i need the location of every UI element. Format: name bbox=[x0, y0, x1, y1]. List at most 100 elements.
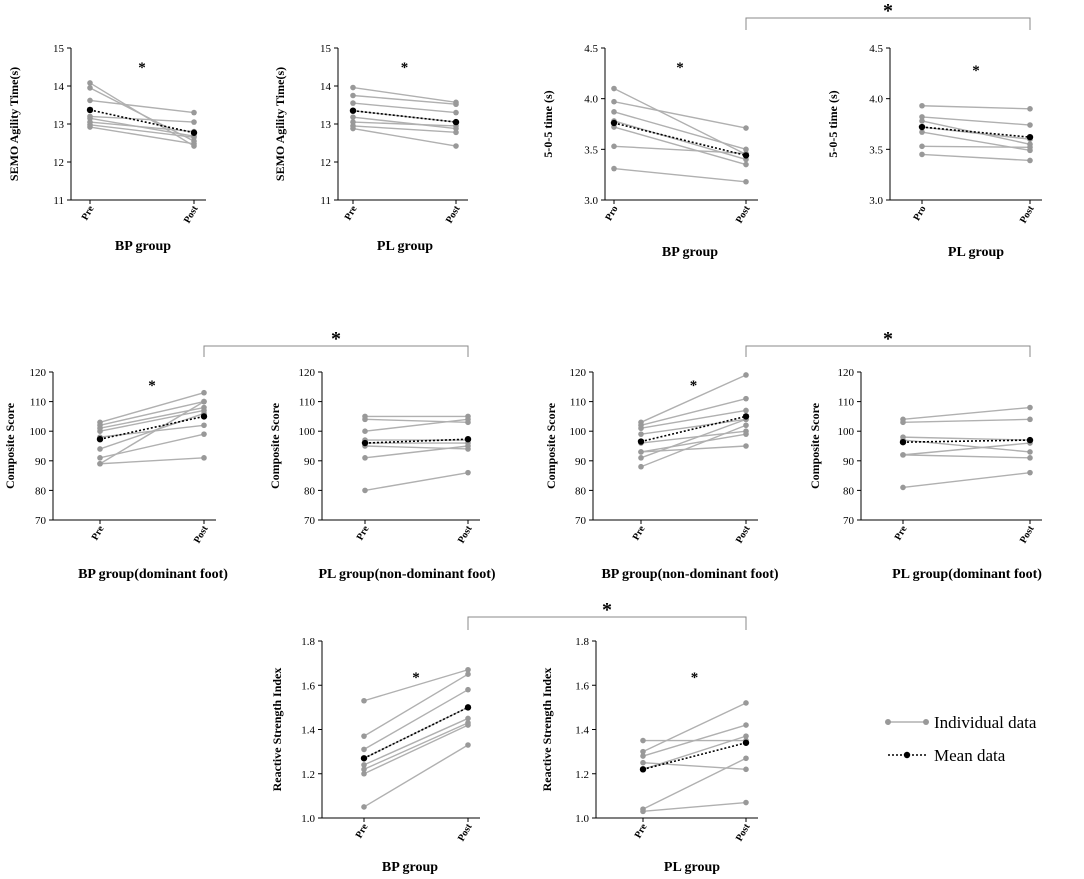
individual-point-post bbox=[1027, 404, 1033, 411]
individual-point-pre bbox=[97, 446, 103, 452]
significance-marker: * bbox=[401, 60, 409, 76]
y-tick-label: 14 bbox=[320, 81, 332, 93]
x-tick-label: Pre bbox=[343, 204, 360, 223]
individual-point-pre bbox=[350, 114, 356, 120]
individual-line bbox=[99, 409, 205, 432]
individual-point-pre bbox=[919, 151, 925, 158]
mean-line bbox=[364, 438, 469, 444]
individual-line bbox=[613, 87, 747, 156]
x-tick-label: Pre bbox=[355, 524, 372, 543]
panel-p7: 70 80 90 100 110 120 Pre Post Composite Score BP … bbox=[544, 367, 779, 582]
individual-line bbox=[352, 121, 457, 127]
x-axis-label: BP group bbox=[115, 239, 171, 254]
individual-point-pre bbox=[900, 452, 906, 458]
comparison-significance-marker: * bbox=[331, 328, 341, 350]
individual-line bbox=[99, 457, 205, 465]
y-tick-label: 4.0 bbox=[869, 94, 883, 106]
x-axis-label: PL group(non-dominant foot) bbox=[318, 567, 495, 582]
individual-line bbox=[642, 801, 747, 813]
mean-point-pre bbox=[86, 106, 94, 114]
y-tick-label: 100 bbox=[30, 426, 47, 438]
x-axis-label: PL group(dominant foot) bbox=[892, 567, 1042, 582]
individual-point-post bbox=[1027, 157, 1033, 164]
individual-line bbox=[89, 126, 195, 145]
y-tick-label: 1.0 bbox=[301, 813, 315, 825]
individual-line bbox=[640, 374, 747, 423]
individual-point-pre bbox=[640, 753, 646, 759]
panel-p2: 11 12 13 14 15 Pre Post SEMO Agility Time(s) PL … bbox=[273, 43, 468, 254]
y-tick-label: 90 bbox=[304, 456, 316, 468]
mean-line bbox=[352, 109, 457, 123]
mean-line bbox=[363, 706, 469, 759]
individual-point-post bbox=[453, 143, 459, 149]
y-tick-label: 80 bbox=[35, 485, 47, 497]
legend: Individual data Mean data bbox=[885, 713, 1037, 765]
individual-line bbox=[89, 115, 195, 123]
individual-point-post bbox=[1027, 455, 1033, 461]
y-tick-label: 3.5 bbox=[869, 144, 883, 156]
y-tick-label: 100 bbox=[570, 426, 587, 438]
y-tick-label: 1.8 bbox=[301, 636, 315, 648]
individual-line bbox=[642, 757, 747, 810]
y-tick-label: 11 bbox=[320, 195, 331, 207]
individual-point-pre bbox=[350, 125, 356, 132]
y-tick-label: 120 bbox=[299, 367, 316, 379]
individual-point-post bbox=[743, 395, 749, 402]
y-tick-label: 100 bbox=[838, 426, 855, 438]
x-axis-label: PL group bbox=[664, 860, 720, 875]
x-axis-label: PL group bbox=[948, 245, 1004, 260]
x-tick-label: Pre bbox=[90, 524, 107, 543]
individual-point-pre bbox=[361, 697, 367, 704]
significance-marker: * bbox=[138, 60, 146, 76]
individual-point-post bbox=[191, 119, 197, 125]
comparison-bracket bbox=[467, 616, 747, 630]
y-tick-label: 1.4 bbox=[575, 725, 589, 737]
individual-point-pre bbox=[350, 92, 356, 99]
individual-point-post bbox=[1027, 469, 1033, 476]
individual-line bbox=[99, 412, 205, 450]
y-tick-label: 1.4 bbox=[301, 725, 315, 737]
individual-point-pre bbox=[87, 115, 93, 122]
individual-line bbox=[363, 722, 469, 770]
individual-point-post bbox=[465, 469, 471, 476]
x-tick-label: Pro bbox=[603, 204, 620, 223]
individual-point-pre bbox=[361, 746, 367, 753]
individual-point-post bbox=[465, 742, 471, 748]
individual-line bbox=[89, 124, 195, 138]
panel-p4: 3.0 3.5 4.0 4.5 Pro Post 5-0-5 time (s) PL grou… bbox=[826, 43, 1042, 260]
individual-point-post bbox=[743, 766, 749, 773]
individual-point-pre bbox=[87, 124, 93, 130]
y-tick-label: 4.0 bbox=[584, 94, 598, 106]
individual-point-post bbox=[743, 722, 749, 728]
individual-point-pre bbox=[97, 460, 103, 467]
panel-p3: 3.0 3.5 4.0 4.5 Pro Post 5-0-5 time (s) BP grou… bbox=[541, 43, 758, 260]
individual-line bbox=[352, 86, 457, 104]
individual-point-post bbox=[465, 715, 471, 722]
y-tick-label: 90 bbox=[35, 456, 47, 468]
y-tick-label: 3.0 bbox=[584, 195, 598, 207]
individual-line bbox=[902, 471, 1031, 489]
x-tick-label: Pre bbox=[80, 204, 97, 223]
individual-line bbox=[352, 125, 457, 134]
individual-point-pre bbox=[361, 766, 367, 773]
individual-point-post bbox=[1027, 144, 1033, 151]
individual-point-pre bbox=[640, 737, 646, 744]
legend-individual-left-marker bbox=[885, 719, 891, 725]
individual-line bbox=[363, 744, 469, 808]
mean-point-post bbox=[200, 413, 208, 420]
individual-point-pre bbox=[362, 455, 368, 461]
individual-point-post bbox=[201, 455, 207, 461]
mean-line bbox=[640, 415, 747, 443]
individual-point-post bbox=[201, 398, 207, 405]
individual-point-pre bbox=[638, 463, 644, 470]
individual-line bbox=[613, 167, 747, 183]
individual-point-post bbox=[743, 372, 749, 378]
individual-point-post bbox=[465, 686, 471, 693]
y-axis-label: Composite Score bbox=[268, 402, 282, 489]
individual-point-post bbox=[743, 443, 749, 449]
mean-line bbox=[613, 122, 747, 157]
comparison-bracket bbox=[745, 17, 1031, 30]
mean-point-post bbox=[742, 152, 750, 159]
individual-line bbox=[352, 127, 457, 147]
